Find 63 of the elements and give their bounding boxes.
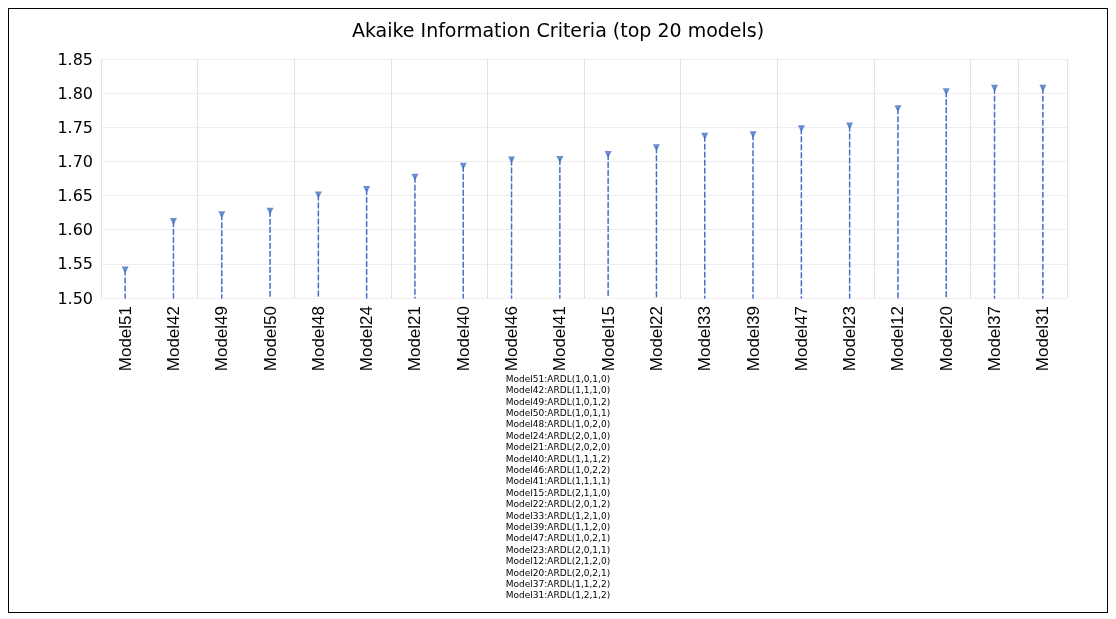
point [1039, 84, 1047, 92]
text: Model23:ARDL(2,0,1,1) [505, 544, 611, 555]
x-tick-label: Model31 [1033, 306, 1053, 372]
x-tick-label: Model51 [115, 306, 135, 372]
y-tick-label: 1.75 [57, 117, 93, 137]
x-tick-label: Model22 [646, 306, 666, 372]
x-tick-label: Model15 [598, 306, 618, 372]
x-tick-label: Model50 [260, 306, 280, 372]
text: Model49:ARDL(1,0,1,2) [505, 396, 611, 407]
text: Model41:ARDL(1,1,1,1) [505, 476, 611, 487]
text: Model15:ARDL(2,1,1,0) [505, 487, 611, 498]
text: Model47:ARDL(1,0,2,1) [505, 533, 611, 544]
x-tick-label: Model47 [791, 306, 811, 372]
point [991, 84, 999, 92]
x-tick-label: Model48 [308, 306, 328, 372]
x-tick-label: Model24 [357, 306, 377, 372]
chart-title: Akaike Information Criteria (top 20 models) [351, 18, 765, 41]
point [942, 88, 950, 96]
y-tick-label: 1.65 [57, 186, 93, 206]
x-tick-label: Model39 [743, 306, 763, 372]
point [604, 151, 612, 159]
x-tick-label: Model33 [695, 306, 715, 372]
text: Model46:ARDL(1,0,2,2) [505, 464, 611, 475]
text: Model24:ARDL(2,0,1,0) [505, 430, 611, 441]
point [556, 155, 564, 163]
x-tick-label: Model23 [840, 306, 860, 372]
text: Model42:ARDL(1,1,1,0) [505, 385, 611, 396]
point [797, 125, 805, 133]
x-tick-label: Model20 [936, 306, 956, 372]
y-tick-label: 1.80 [57, 83, 93, 103]
x-tick-label: Model21 [405, 306, 425, 372]
x-tick-label: Model41 [550, 306, 570, 372]
point [411, 173, 419, 181]
y-tick-label: 1.85 [57, 49, 93, 69]
x-tick-label: Model42 [163, 306, 183, 372]
y-tick-label: 1.55 [57, 254, 93, 274]
x-tick-label: Model49 [212, 306, 232, 372]
text: Model37:ARDL(1,1,2,2) [505, 578, 611, 589]
x-tick-label: Model40 [453, 306, 473, 372]
point [266, 207, 274, 215]
y-tick-label: 1.50 [57, 288, 93, 308]
text: Model31:ARDL(1,2,1,2) [505, 590, 611, 601]
text: Model12:ARDL(2,1,2,0) [505, 556, 611, 567]
text: Model22:ARDL(2,0,1,2) [505, 499, 611, 510]
text: Model40:ARDL(1,1,1,2) [505, 453, 611, 464]
text: Model48:ARDL(1,0,2,0) [505, 419, 611, 430]
point [749, 131, 757, 139]
point [846, 122, 854, 130]
y-tick-label: 1.70 [57, 151, 93, 171]
point [363, 185, 371, 193]
text: Model39:ARDL(1,1,2,0) [505, 521, 611, 532]
point [894, 105, 902, 113]
point [218, 211, 226, 219]
y-tick-label: 1.60 [57, 220, 93, 240]
text: Model51:ARDL(1,0,1,0) [505, 373, 611, 384]
text: Model20:ARDL(2,0,2,1) [505, 567, 611, 578]
x-tick-label: Model46 [502, 306, 522, 372]
x-tick-label: Model12 [888, 306, 908, 372]
text: Model33:ARDL(1,2,1,0) [505, 510, 611, 521]
text: Model21:ARDL(2,0,2,0) [505, 442, 611, 453]
text: Model50:ARDL(1,0,1,1) [505, 407, 611, 418]
x-tick-label: Model37 [985, 306, 1005, 372]
point [314, 191, 322, 199]
